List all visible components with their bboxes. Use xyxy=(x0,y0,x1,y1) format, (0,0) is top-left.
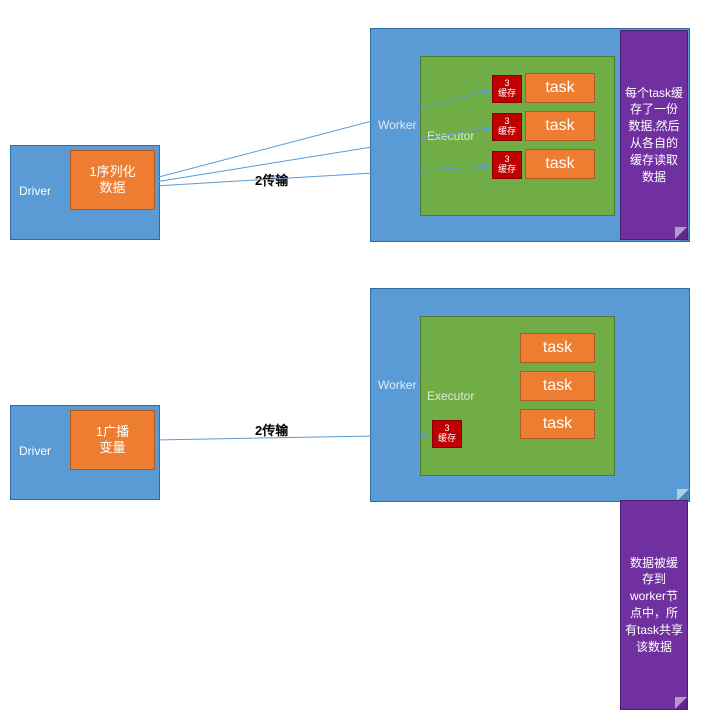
executor-label: Executor xyxy=(427,389,474,403)
bot-transfer-label: 2传输 xyxy=(255,420,288,439)
top-task-3: task xyxy=(525,149,595,179)
top-task-1: task xyxy=(525,73,595,103)
top-cache-2: 3 缓存 xyxy=(492,113,522,141)
top-serialize-box: 1序列化 数据 xyxy=(70,150,155,210)
task-label: task xyxy=(545,155,574,173)
task-label: task xyxy=(543,377,572,395)
top-cache-3: 3 缓存 xyxy=(492,151,522,179)
bot-desc-box: 数据被缓存到worker节点中，所有task共享该数据 xyxy=(620,500,688,710)
bot-cache: 3 缓存 xyxy=(432,420,462,448)
cache-label: 缓存 xyxy=(498,127,516,137)
serialize-label: 1序列化 数据 xyxy=(89,164,135,195)
top-transfer-label: 2传输 xyxy=(255,170,288,189)
task-label: task xyxy=(543,415,572,433)
worker-label: Worker xyxy=(378,378,416,392)
top-desc-box: 每个task缓存了一份数据,然后从各自的缓存读取数据 xyxy=(620,30,688,240)
driver-label: Driver xyxy=(19,184,51,198)
worker-label: Worker xyxy=(378,118,416,132)
top-task-2: task xyxy=(525,111,595,141)
top-desc: 每个task缓存了一份数据,然后从各自的缓存读取数据 xyxy=(625,85,683,186)
executor-label: Executor xyxy=(427,129,474,143)
cache-label: 缓存 xyxy=(498,89,516,99)
bot-task-1: task xyxy=(520,333,595,363)
cache-label: 缓存 xyxy=(498,165,516,175)
bot-task-2: task xyxy=(520,371,595,401)
task-label: task xyxy=(545,117,574,135)
top-cache-1: 3 缓存 xyxy=(492,75,522,103)
driver-label: Driver xyxy=(19,444,51,458)
task-label: task xyxy=(543,339,572,357)
cache-label: 缓存 xyxy=(438,434,456,444)
broadcast-label: 1广播 变量 xyxy=(96,424,129,455)
bot-desc: 数据被缓存到worker节点中，所有task共享该数据 xyxy=(625,555,683,656)
bot-task-3: task xyxy=(520,409,595,439)
task-label: task xyxy=(545,79,574,97)
bot-broadcast-box: 1广播 变量 xyxy=(70,410,155,470)
